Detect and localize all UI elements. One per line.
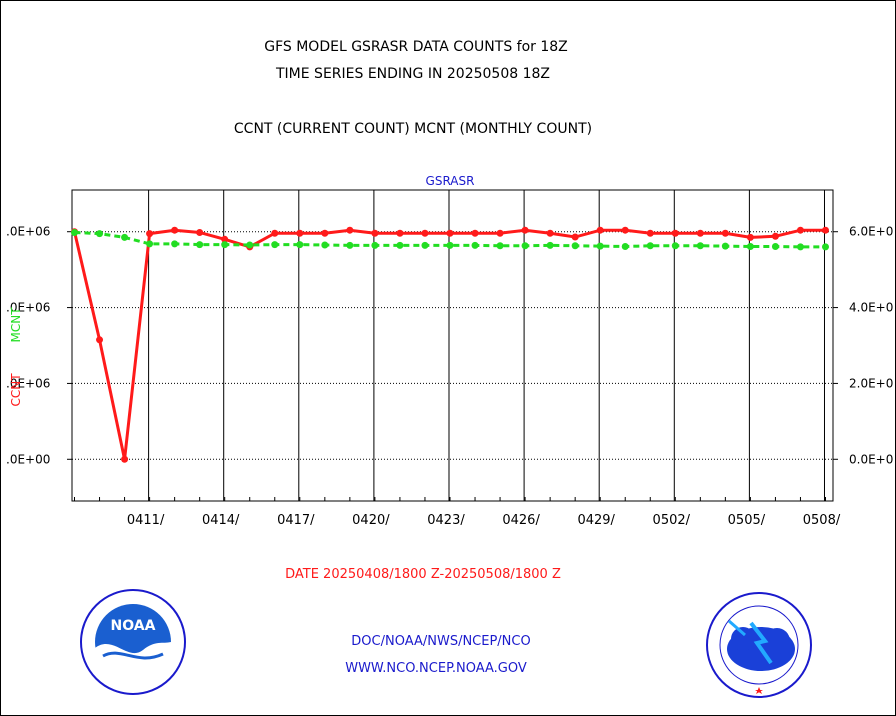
x-tick-label: 0508/ <box>803 513 841 528</box>
data-point-ccnt <box>696 229 704 237</box>
data-point-ccnt <box>171 226 179 234</box>
data-point-mcnt <box>721 242 729 250</box>
data-point-ccnt <box>571 233 579 241</box>
data-point-mcnt <box>796 243 804 251</box>
chart-title: GFS MODEL GSRASR DATA COUNTS for 18Z <box>264 39 568 55</box>
data-point-ccnt <box>596 226 604 234</box>
data-point-mcnt <box>471 241 479 249</box>
y-axis-label-ccnt: CCNT <box>9 373 23 407</box>
data-point-mcnt <box>371 241 379 249</box>
data-point-ccnt <box>821 226 829 234</box>
data-point-mcnt <box>421 241 429 249</box>
y-tick-label-right: 4.0E+0 <box>849 301 893 315</box>
data-point-ccnt <box>96 336 104 344</box>
data-point-ccnt <box>671 229 679 237</box>
y-tick-label-left: .0E+00 <box>6 452 50 466</box>
data-point-mcnt <box>221 241 229 249</box>
data-point-mcnt <box>646 242 654 250</box>
data-point-mcnt <box>596 242 604 250</box>
x-tick-label: 0502/ <box>653 513 691 528</box>
data-point-mcnt <box>746 243 754 251</box>
data-point-mcnt <box>71 228 79 236</box>
data-point-ccnt <box>321 229 329 237</box>
y-axis-label-mcnt: MCNT <box>9 307 23 343</box>
data-point-mcnt <box>321 241 329 249</box>
y-tick-label-right: 6.0E+0 <box>849 225 893 239</box>
data-point-mcnt <box>821 243 829 251</box>
data-point-ccnt <box>371 229 379 237</box>
data-point-mcnt <box>446 241 454 249</box>
grid-lines <box>72 190 833 501</box>
x-tick-label: 0426/ <box>502 513 540 528</box>
data-point-mcnt <box>621 243 629 251</box>
data-point-mcnt <box>296 241 304 249</box>
data-point-ccnt <box>771 232 779 240</box>
axis-ticks: .0E+06 6.0E+0 .0E+06 4.0E+0 .0E+06 2.0E+0 .0E+… <box>6 225 893 528</box>
data-point-ccnt <box>421 229 429 237</box>
data-point-ccnt <box>646 229 654 237</box>
x-tick-label: 0417/ <box>277 513 315 528</box>
data-point-ccnt <box>296 229 304 237</box>
data-point-ccnt <box>346 226 354 234</box>
data-point-ccnt <box>271 229 279 237</box>
series-group <box>71 226 829 463</box>
data-point-mcnt <box>771 243 779 251</box>
data-point-ccnt <box>521 226 529 234</box>
y-tick-label-right: 2.0E+0 <box>849 376 893 390</box>
data-point-ccnt <box>396 229 404 237</box>
data-point-ccnt <box>146 230 154 238</box>
x-tick-label: 0420/ <box>352 513 390 528</box>
data-point-mcnt <box>96 230 104 238</box>
data-point-ccnt <box>721 229 729 237</box>
footer-line-2: WWW.NCO.NCEP.NOAA.GOV <box>345 661 527 676</box>
data-point-mcnt <box>271 241 279 249</box>
data-point-mcnt <box>546 241 554 249</box>
x-tick-label: 0423/ <box>427 513 465 528</box>
data-point-ccnt <box>121 455 129 463</box>
data-point-ccnt <box>621 226 629 234</box>
y-tick-label-left: .0E+06 <box>6 376 50 390</box>
data-point-mcnt <box>146 240 154 248</box>
data-point-mcnt <box>521 242 529 250</box>
x-tick-label: 0429/ <box>577 513 615 528</box>
plot-area <box>71 189 834 502</box>
noaa-logo-text: NOAA <box>111 618 156 634</box>
data-point-mcnt <box>196 241 204 249</box>
data-point-ccnt <box>196 228 204 236</box>
y-tick-label-right: 0.0E+0 <box>849 452 893 466</box>
plot-label: GSRASR <box>426 174 475 188</box>
data-point-ccnt <box>471 229 479 237</box>
y-tick-label-left: .0E+06 <box>6 301 50 315</box>
data-point-ccnt <box>546 229 554 237</box>
date-range-label: DATE 20250408/1800 Z-20250508/1800 Z <box>285 567 561 582</box>
noaa-logo: NOAA <box>80 589 186 695</box>
footer-line-1: DOC/NOAA/NWS/NCEP/NCO <box>351 634 530 649</box>
nws-logo <box>706 592 812 698</box>
x-tick-label: 0505/ <box>728 513 766 528</box>
x-tick-label: 0414/ <box>202 513 240 528</box>
y-tick-label-left: .0E+06 <box>6 225 50 239</box>
data-point-mcnt <box>346 241 354 249</box>
series-line-ccnt <box>73 228 826 460</box>
data-point-mcnt <box>696 242 704 250</box>
data-point-mcnt <box>671 242 679 250</box>
data-point-mcnt <box>496 242 504 250</box>
data-point-mcnt <box>396 241 404 249</box>
data-point-ccnt <box>221 235 229 243</box>
data-point-ccnt <box>446 229 454 237</box>
data-point-mcnt <box>571 242 579 250</box>
data-point-mcnt <box>171 240 179 248</box>
x-tick-label: 0411/ <box>127 513 165 528</box>
data-point-ccnt <box>496 229 504 237</box>
data-point-mcnt <box>246 241 254 249</box>
data-point-mcnt <box>121 233 129 241</box>
chart-subtitle: CCNT (CURRENT COUNT) MCNT (MONTHLY COUNT… <box>234 121 592 137</box>
data-point-ccnt <box>796 226 804 234</box>
chart-title-2: TIME SERIES ENDING IN 20250508 18Z <box>275 66 550 82</box>
data-point-ccnt <box>746 233 754 241</box>
